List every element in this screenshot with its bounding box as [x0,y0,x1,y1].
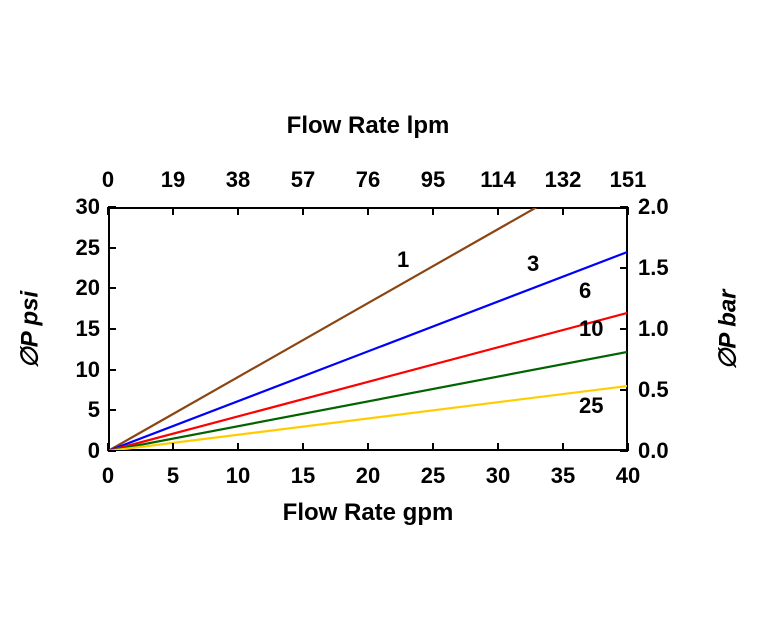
left-tick-label: 25 [64,235,100,261]
right-tick-label: 0.0 [638,438,686,464]
left-tick-label: 10 [64,357,100,383]
bottom-tick-mark [432,443,434,451]
bottom-tick-label: 5 [151,463,195,489]
right-tick-label: 1.5 [638,255,686,281]
bottom-tick-label: 30 [476,463,520,489]
right-tick-mark [620,206,628,208]
left-tick-label: 15 [64,316,100,342]
left-tick-mark [108,287,116,289]
series-line [108,252,628,451]
series-label: 25 [579,393,603,419]
bottom-tick-mark [172,443,174,451]
top-tick-mark [367,207,369,215]
right-tick-mark [620,267,628,269]
left-tick-label: 0 [64,438,100,464]
left-tick-mark [108,328,116,330]
left-axis-title: ∅P psi [16,270,45,390]
top-tick-label: 57 [281,167,325,193]
bottom-tick-label: 20 [346,463,390,489]
top-tick-mark [627,207,629,215]
series-line [108,207,537,451]
top-tick-label: 19 [151,167,195,193]
top-tick-mark [432,207,434,215]
right-axis-title: ∅P bar [714,270,743,390]
right-tick-label: 0.5 [638,377,686,403]
top-tick-mark [562,207,564,215]
series-line [108,313,628,451]
left-tick-label: 20 [64,275,100,301]
left-tick-mark [108,450,116,452]
right-tick-mark [620,389,628,391]
top-tick-label: 114 [476,167,520,193]
left-tick-mark [108,409,116,411]
bottom-tick-mark [302,443,304,451]
right-tick-mark [620,450,628,452]
bottom-tick-label: 40 [606,463,650,489]
series-label: 3 [527,251,539,277]
left-tick-label: 30 [64,194,100,220]
bottom-tick-label: 25 [411,463,455,489]
series-group [108,207,628,451]
top-tick-mark [172,207,174,215]
right-tick-label: 1.0 [638,316,686,342]
bottom-tick-label: 15 [281,463,325,489]
left-tick-label: 5 [64,397,100,423]
top-tick-label: 76 [346,167,390,193]
bottom-tick-mark [367,443,369,451]
top-tick-label: 0 [86,167,130,193]
right-tick-mark [620,328,628,330]
bottom-axis-title: Flow Rate gpm [258,499,478,527]
bottom-tick-label: 35 [541,463,585,489]
bottom-tick-label: 0 [86,463,130,489]
right-tick-label: 2.0 [638,194,686,220]
top-axis-title: Flow Rate lpm [268,112,468,140]
series-line [108,352,628,451]
top-tick-label: 132 [541,167,585,193]
bottom-tick-label: 10 [216,463,260,489]
series-label: 6 [579,278,591,304]
series-label: 1 [397,247,409,273]
top-tick-mark [107,207,109,215]
top-tick-mark [237,207,239,215]
top-tick-label: 151 [606,167,650,193]
series-label: 10 [579,316,603,342]
left-tick-mark [108,206,116,208]
bottom-tick-mark [497,443,499,451]
series-line [108,386,628,451]
left-tick-mark [108,369,116,371]
top-tick-label: 38 [216,167,260,193]
chart-container: Flow Rate lpm Flow Rate gpm ∅P psi ∅P ba… [0,0,784,642]
bottom-tick-mark [562,443,564,451]
top-tick-mark [302,207,304,215]
top-tick-label: 95 [411,167,455,193]
bottom-tick-mark [237,443,239,451]
top-tick-mark [497,207,499,215]
left-tick-mark [108,247,116,249]
